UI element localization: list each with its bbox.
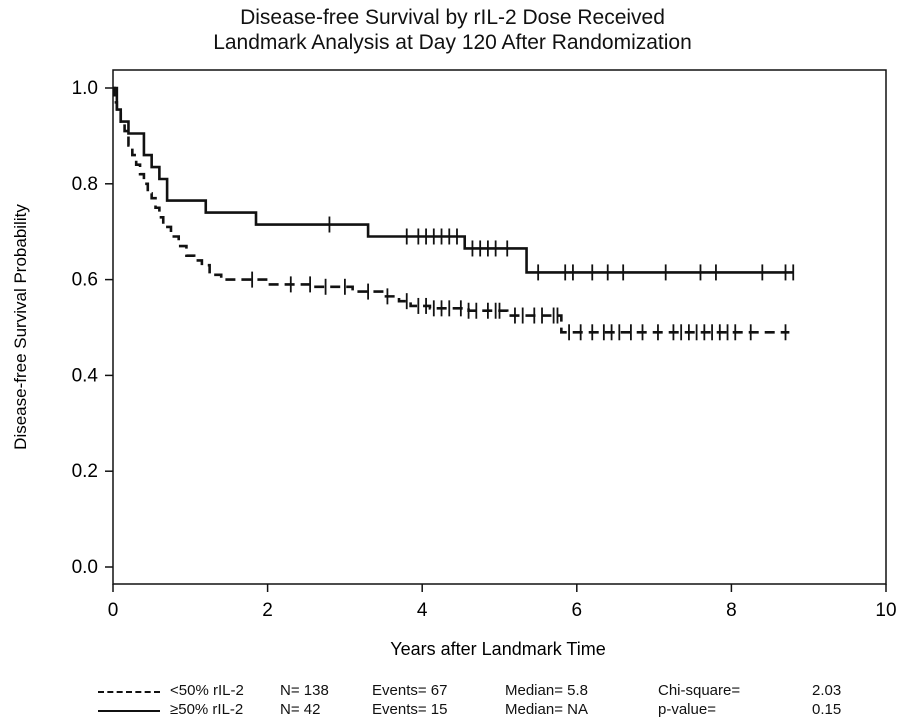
- legend-stat-value: 2.03: [812, 682, 842, 699]
- solid-line-swatch: [98, 710, 160, 712]
- legend-series-name: ≥50% rIL-2: [170, 701, 244, 718]
- legend-stat-label: p-value=: [658, 701, 716, 718]
- chart-title: Disease-free Survival by rIL-2 Dose Rece…: [240, 6, 665, 29]
- survival-curve-low-dose: [113, 86, 790, 334]
- legend-series-name: <50% rIL-2: [170, 682, 244, 699]
- x-tick-label: 2: [262, 600, 273, 621]
- legend-stat-label: Chi-square=: [658, 682, 741, 699]
- survival-curves: [113, 86, 795, 341]
- x-tick-label: 10: [875, 600, 896, 621]
- x-axis: 0 2 4 6 8 10: [108, 584, 897, 621]
- y-tick-label: 1.0: [72, 78, 98, 99]
- legend-n: N= 42: [280, 701, 321, 718]
- legend-median: Median= NA: [505, 701, 588, 718]
- legend-events: Events= 15: [372, 701, 448, 718]
- x-tick-label: 6: [572, 600, 583, 621]
- x-tick-label: 4: [417, 600, 428, 621]
- y-axis-label: Disease-free Survival Probability: [11, 204, 30, 450]
- legend-row-high-dose: ≥50% rIL-2 N= 42 Events= 15 Median= NA p…: [0, 701, 905, 721]
- x-tick-label: 0: [108, 600, 119, 621]
- legend-n: N= 138: [280, 682, 329, 699]
- y-tick-label: 0.4: [72, 365, 99, 386]
- y-tick-label: 0.8: [72, 174, 98, 195]
- legend-events: Events= 67: [372, 682, 448, 699]
- x-tick-label: 8: [726, 600, 737, 621]
- plot-frame: [112, 69, 887, 585]
- legend-stat-value: 0.15: [812, 701, 842, 718]
- y-tick-label: 0.0: [72, 557, 98, 578]
- y-tick-label: 0.6: [72, 270, 98, 291]
- y-tick-label: 0.2: [72, 461, 98, 482]
- chart-subtitle: Landmark Analysis at Day 120 After Rando…: [213, 31, 692, 54]
- x-axis-label: Years after Landmark Time: [390, 639, 605, 659]
- legend-median: Median= 5.8: [505, 682, 588, 699]
- survival-curve-high-dose: [113, 86, 794, 274]
- dashed-line-swatch: [98, 691, 160, 693]
- y-axis: 0.0 0.2 0.4 0.6 0.8 1.0: [72, 78, 113, 578]
- legend-row-low-dose: <50% rIL-2 N= 138 Events= 67 Median= 5.8…: [0, 682, 905, 702]
